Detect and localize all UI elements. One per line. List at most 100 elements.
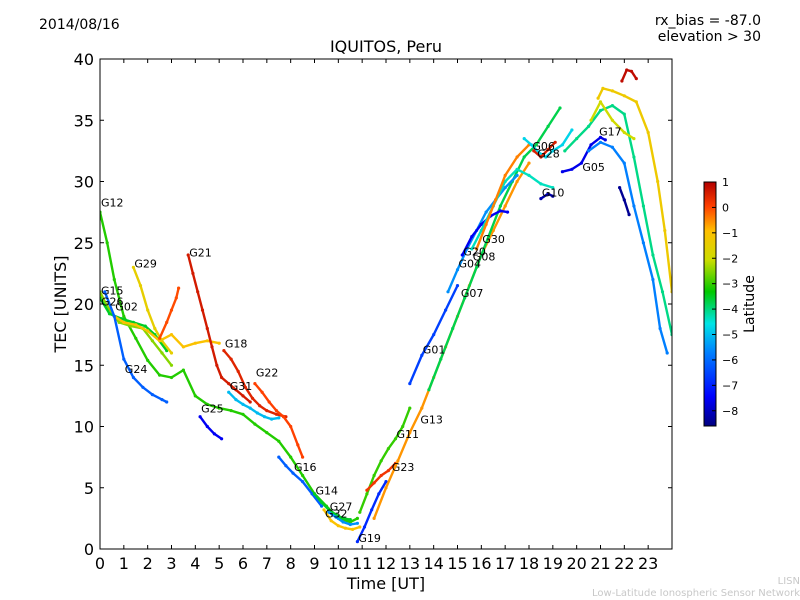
data-point — [475, 265, 479, 269]
colorbar-tick-label: −5 — [722, 329, 738, 342]
data-point — [372, 481, 376, 485]
series-G02-line — [113, 315, 221, 349]
data-point — [491, 228, 495, 233]
data-point — [131, 265, 135, 269]
satellite-label: G16 — [294, 461, 317, 474]
data-point — [267, 400, 271, 404]
y-tick-label: 0 — [84, 540, 94, 559]
data-point — [575, 137, 579, 141]
y-tick-label: 40 — [74, 50, 94, 69]
satellite-label: G32 — [325, 508, 348, 521]
data-point — [401, 424, 405, 429]
data-point — [169, 333, 174, 337]
y-tick-label: 15 — [74, 356, 94, 375]
data-point — [553, 140, 557, 144]
data-point — [296, 443, 300, 447]
data-point — [484, 210, 488, 214]
x-tick-label: 4 — [190, 554, 200, 573]
satellite-label: G10 — [542, 187, 565, 200]
data-point — [236, 369, 240, 373]
data-point — [146, 329, 150, 333]
data-point — [227, 390, 231, 394]
x-tick-label: 21 — [590, 554, 610, 573]
data-point — [656, 179, 660, 184]
data-point — [141, 385, 145, 389]
data-point — [646, 130, 650, 135]
data-point — [196, 290, 200, 294]
data-point — [408, 431, 412, 435]
data-point — [365, 488, 369, 492]
x-tick-label: 20 — [566, 554, 586, 573]
data-point — [253, 422, 257, 426]
satellite-label: G25 — [201, 402, 224, 415]
data-point — [327, 508, 331, 512]
y-tick-label: 30 — [74, 173, 94, 192]
data-point — [658, 326, 662, 331]
data-point — [558, 106, 562, 110]
data-point — [494, 198, 498, 202]
x-tick-label: 17 — [495, 554, 515, 573]
y-tick-label: 5 — [84, 479, 94, 498]
data-point — [620, 79, 624, 83]
x-tick-label: 2 — [143, 554, 153, 573]
data-point — [181, 368, 185, 372]
data-point — [248, 400, 252, 404]
data-point — [551, 149, 555, 153]
satellite-label: G28 — [537, 147, 560, 160]
org-short-label: LISN — [777, 576, 800, 587]
data-point — [277, 455, 281, 459]
data-point — [515, 173, 519, 177]
data-point — [146, 308, 150, 312]
satellite-label: G11 — [397, 428, 420, 441]
data-point — [665, 351, 669, 355]
y-axis-label: TEC [UNITS] — [51, 256, 70, 354]
data-point — [446, 290, 450, 294]
data-point — [281, 415, 286, 419]
satellite-label: G22 — [256, 367, 279, 380]
colorbar-tick-label: −7 — [722, 379, 738, 392]
data-point — [384, 480, 388, 484]
data-point — [570, 167, 574, 171]
data-point — [160, 398, 164, 402]
colorbar-tick-label: −8 — [722, 405, 738, 418]
data-point — [432, 333, 436, 337]
data-point — [320, 500, 324, 504]
data-point — [372, 473, 376, 478]
data-point — [393, 437, 398, 441]
data-point — [439, 357, 443, 361]
colorbar — [703, 181, 717, 427]
data-point — [515, 179, 519, 184]
data-point — [253, 382, 257, 386]
series-G25-line — [198, 415, 223, 440]
data-point — [622, 130, 626, 135]
data-point — [105, 241, 109, 245]
data-point — [277, 439, 281, 443]
data-point — [301, 480, 305, 484]
data-point — [193, 394, 197, 398]
data-point — [169, 363, 174, 367]
data-point — [632, 155, 636, 159]
data-point — [165, 320, 169, 324]
data-point — [515, 167, 519, 171]
data-point — [370, 508, 374, 512]
chart-title: IQUITOS, Peru — [329, 37, 443, 56]
data-point — [329, 519, 333, 523]
data-point — [551, 194, 555, 198]
series-G07-line — [427, 106, 562, 391]
data-point — [355, 540, 359, 544]
data-point — [506, 210, 510, 214]
data-point — [217, 341, 221, 345]
data-point — [503, 173, 507, 177]
colorbar-tick-label: 1 — [722, 176, 729, 189]
data-point — [587, 124, 591, 128]
x-tick-label: 13 — [400, 554, 420, 573]
colorbar-ticks: 1 0 −1 −2 −3 −4 −5 −6 −7 −8 — [712, 176, 738, 418]
colorbar-tick-label: −2 — [722, 252, 738, 265]
data-point — [117, 320, 121, 324]
data-point — [634, 100, 638, 104]
x-tick-label: 12 — [376, 554, 396, 573]
data-point — [546, 148, 550, 152]
colorbar-tick-label: −1 — [722, 227, 738, 240]
data-point — [220, 437, 224, 441]
